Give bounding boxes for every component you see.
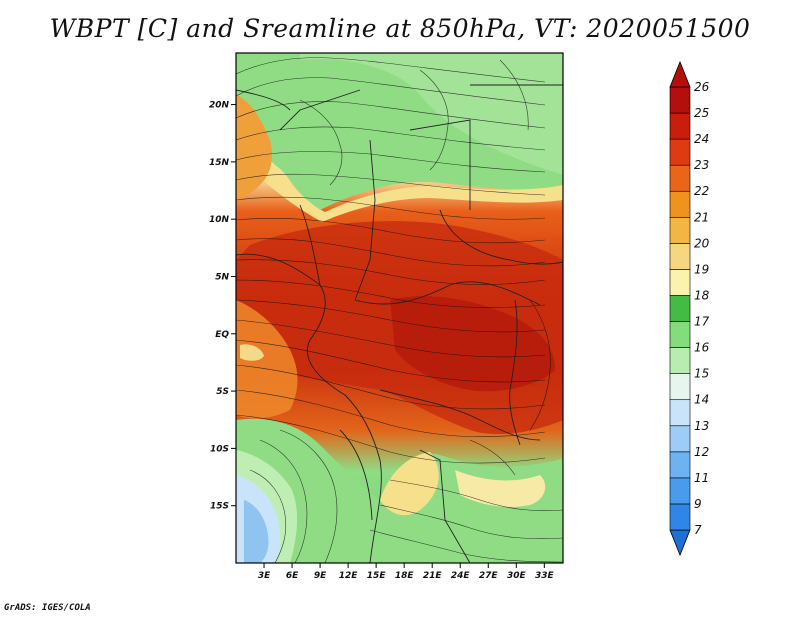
colorbar-label: 17 <box>694 315 710 329</box>
credit-text: GrADS: IGES/COLA <box>4 603 91 613</box>
wbpt-region-north-margin <box>236 135 563 222</box>
colorbar-swatch <box>669 451 691 479</box>
lat-tick-label: 20N <box>209 101 230 111</box>
colorbar-swatch <box>669 269 691 296</box>
colorbar-label: 22 <box>694 184 709 198</box>
lon-tick-label: 33E <box>535 571 555 581</box>
lat-tick-label: 10N <box>209 215 230 225</box>
lon-tick-label: 18E <box>395 571 415 581</box>
lat-tick-label: 10S <box>210 444 229 454</box>
colorbar-swatch <box>669 321 691 348</box>
colorbar-swatch <box>669 138 691 166</box>
colorbar-swatch <box>669 216 691 244</box>
colorbar-swatch <box>669 425 691 453</box>
colorbar-swatch <box>669 399 691 427</box>
colorbar-swatch <box>669 373 691 401</box>
colorbar-swatch <box>669 295 691 322</box>
latitude-axis: 20N 15N 10N 5N EQ 5S 10S 15S <box>209 101 236 512</box>
lon-tick-label: 15E <box>367 571 387 581</box>
longitude-axis: 3E 6E 9E 12E 15E 18E 21E 24E 27E 30E 33E <box>258 563 555 581</box>
colorbar-label: 20 <box>694 236 710 250</box>
colorbar-swatch <box>669 477 691 505</box>
colorbar-label: 23 <box>694 158 709 172</box>
colorbar-label: 12 <box>694 445 709 459</box>
colorbar-label: 26 <box>694 80 710 94</box>
colorbar-label: 13 <box>694 419 709 433</box>
colorbar-swatch <box>669 86 691 114</box>
colorbar-swatch <box>669 503 691 531</box>
wbpt-region-west-orange <box>236 95 272 200</box>
chart-title: WBPT [C] and Sreamline at 850hPa, VT: 20… <box>49 14 751 43</box>
wbpt-region-southwest-cold <box>244 500 269 563</box>
colorbar-arrow-high <box>669 60 691 88</box>
colorbar-label: 11 <box>694 471 709 485</box>
colorbar-swatch <box>669 112 691 140</box>
lon-tick-label: 30E <box>507 571 527 581</box>
colorbar-swatch <box>669 347 691 374</box>
colorbar-label: 19 <box>694 262 709 276</box>
lon-tick-label: 12E <box>339 571 359 581</box>
colorbar-swatch <box>669 190 691 218</box>
colorbar-swatch <box>669 164 691 192</box>
colorbar-label: 14 <box>694 393 709 407</box>
colorbar: 7 9 11 12 13 14 15 16 17 18 19 20 21 22 23 24 25 26 <box>669 60 710 557</box>
lon-tick-label: 6E <box>286 571 299 581</box>
colorbar-label: 9 <box>694 497 702 511</box>
colorbar-label: 16 <box>694 341 710 355</box>
lat-tick-label: EQ <box>215 330 229 340</box>
colorbar-label: 7 <box>694 523 702 537</box>
colorbar-label: 24 <box>694 132 709 146</box>
colorbar-swatch <box>669 243 691 270</box>
lat-tick-label: 5N <box>215 272 229 282</box>
colorbar-arrow-low <box>669 529 691 557</box>
wbpt-region-coast-pale <box>240 344 264 361</box>
lon-tick-label: 9E <box>314 571 327 581</box>
country-borders <box>236 84 563 563</box>
colorbar-label: 21 <box>694 210 709 224</box>
lon-tick-label: 3E <box>258 571 271 581</box>
lon-tick-label: 21E <box>423 571 443 581</box>
colorbar-label: 15 <box>694 367 709 381</box>
streamlines <box>236 57 563 563</box>
wbpt-region-north-light <box>300 53 563 175</box>
colorbar-label: 25 <box>694 106 709 120</box>
lat-tick-label: 15S <box>210 502 229 512</box>
lon-tick-label: 27E <box>479 571 499 581</box>
map-field <box>236 53 563 563</box>
lat-tick-label: 5S <box>216 387 229 397</box>
lon-tick-label: 24E <box>451 571 471 581</box>
lat-tick-label: 15N <box>209 158 230 168</box>
wbpt-region-south-pale-2 <box>455 470 546 507</box>
colorbar-label: 18 <box>694 288 710 302</box>
map-frame <box>235 52 564 564</box>
wbpt-region-coast-orange <box>236 300 298 419</box>
